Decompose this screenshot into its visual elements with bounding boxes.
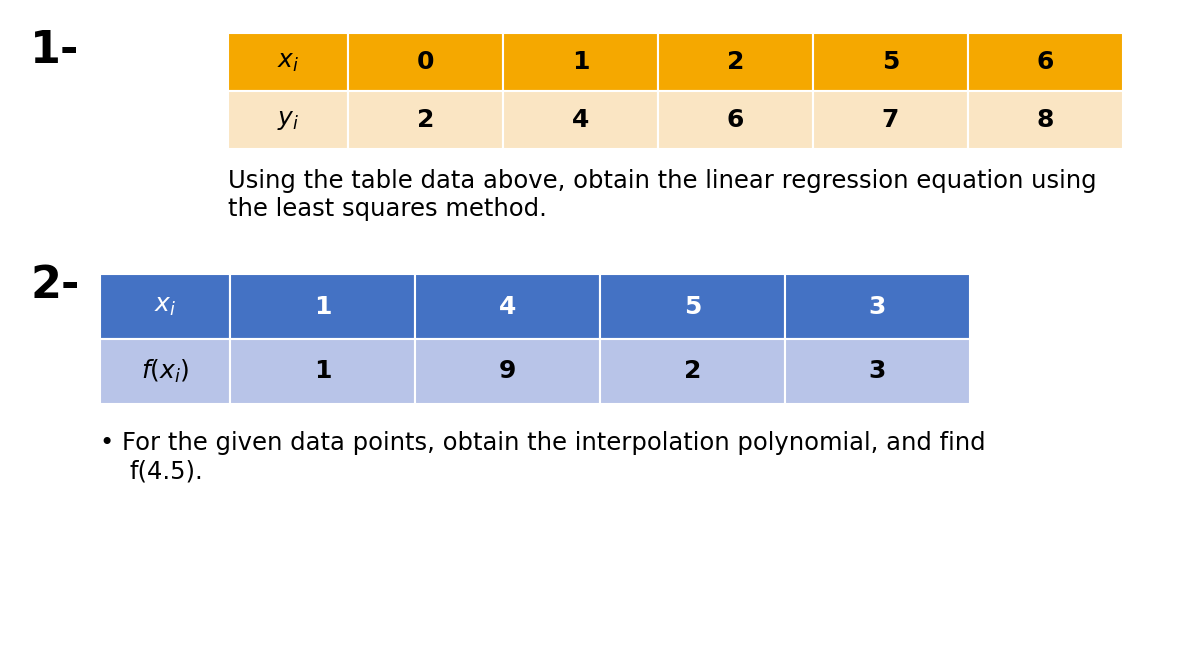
FancyBboxPatch shape [228,33,348,91]
Text: $y_i$: $y_i$ [277,108,299,132]
Text: the least squares method.: the least squares method. [228,197,547,221]
FancyBboxPatch shape [785,274,970,339]
Text: f(4.5).: f(4.5). [130,459,204,483]
FancyBboxPatch shape [968,33,1123,91]
FancyBboxPatch shape [230,274,415,339]
Text: 8: 8 [1037,108,1054,132]
FancyBboxPatch shape [658,33,814,91]
Text: 2-: 2- [30,264,79,307]
FancyBboxPatch shape [415,339,600,404]
FancyBboxPatch shape [814,33,968,91]
FancyBboxPatch shape [348,91,503,149]
FancyBboxPatch shape [503,33,658,91]
FancyBboxPatch shape [968,91,1123,149]
Text: 7: 7 [882,108,899,132]
Text: 2: 2 [727,50,744,74]
FancyBboxPatch shape [100,339,230,404]
FancyBboxPatch shape [230,339,415,404]
Text: 5: 5 [882,50,899,74]
Text: 9: 9 [499,360,516,384]
Text: 2: 2 [416,108,434,132]
FancyBboxPatch shape [600,339,785,404]
FancyBboxPatch shape [348,33,503,91]
Text: 6: 6 [727,108,744,132]
FancyBboxPatch shape [600,274,785,339]
FancyBboxPatch shape [228,91,348,149]
Text: 3: 3 [869,360,886,384]
Text: Using the table data above, obtain the linear regression equation using: Using the table data above, obtain the l… [228,169,1097,193]
FancyBboxPatch shape [503,91,658,149]
Text: $f(x_i)$: $f(x_i)$ [140,358,190,385]
Text: 4: 4 [499,295,516,318]
Text: 5: 5 [684,295,701,318]
FancyBboxPatch shape [814,91,968,149]
Text: $x_i$: $x_i$ [154,295,176,318]
FancyBboxPatch shape [100,274,230,339]
FancyBboxPatch shape [785,339,970,404]
Text: 1-: 1- [30,29,79,72]
Text: 1: 1 [571,50,589,74]
Text: 6: 6 [1037,50,1054,74]
FancyBboxPatch shape [658,91,814,149]
Text: 3: 3 [869,295,886,318]
Text: • For the given data points, obtain the interpolation polynomial, and find: • For the given data points, obtain the … [100,431,985,455]
Text: 0: 0 [416,50,434,74]
Text: 1: 1 [313,295,331,318]
Text: 1: 1 [313,360,331,384]
Text: 4: 4 [572,108,589,132]
FancyBboxPatch shape [415,274,600,339]
Text: $x_i$: $x_i$ [277,50,299,74]
Text: 2: 2 [684,360,701,384]
